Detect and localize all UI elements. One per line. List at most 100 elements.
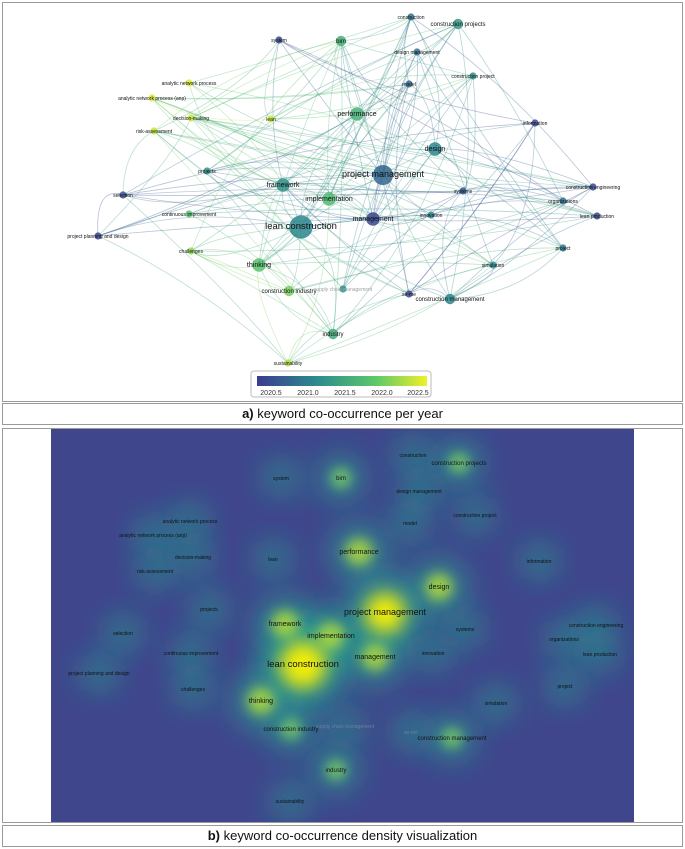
network-edge [190,250,290,292]
keyword-node[interactable] [452,18,464,30]
caption-b: b) keyword co-occurrence density visuali… [2,825,683,847]
keyword-node[interactable] [459,187,467,195]
keyword-node[interactable] [187,247,195,255]
network-edge [190,16,412,119]
density-label: project planning and design [68,671,129,677]
density-labels: construction construction projects system b… [68,453,623,805]
keyword-node[interactable] [350,107,364,121]
density-glow [104,614,142,652]
network-edge [190,249,290,292]
keyword-node[interactable] [327,328,339,340]
density-label: risk-assessment [137,569,174,575]
keyword-node[interactable] [267,115,275,123]
keyword-node[interactable] [373,165,393,185]
keyword-node[interactable] [427,211,435,219]
keyword-node[interactable] [559,244,567,252]
density-glow [477,684,515,722]
keyword-node[interactable] [252,258,266,272]
network-edge [300,186,594,228]
keyword-node[interactable] [150,127,158,135]
density-glow [392,713,430,751]
legend-tick: 2020.5 [260,390,282,397]
keyword-node[interactable] [405,290,413,298]
density-glow [400,472,438,510]
network-edge [151,83,410,100]
network-edge [97,193,124,237]
network-edge [270,75,474,120]
density-label: bim [336,476,346,482]
density-label: framework [269,621,302,628]
keyword-node[interactable] [119,191,127,199]
network-edge [206,170,374,220]
keyword-node[interactable] [275,36,283,44]
keyword-node[interactable] [339,285,347,293]
keyword-node[interactable] [148,94,156,102]
network-edge [206,167,384,176]
keyword-node[interactable] [289,215,313,239]
keyword-node[interactable] [185,79,193,87]
keyword-label: industry [322,332,343,338]
density-label: systems [456,627,475,633]
keyword-node[interactable] [276,178,290,192]
keyword-node[interactable] [444,293,456,305]
network-edge [278,39,564,202]
network-edge [288,247,564,292]
density-label: thinking [249,698,273,705]
network-edge [151,97,344,290]
keyword-label: lean [266,117,276,123]
keyword-node[interactable] [335,35,347,47]
keyword-node[interactable] [559,197,567,205]
keyword-node[interactable] [531,119,539,127]
density-label: simulation [485,701,508,707]
network-edge [258,40,342,266]
network-edge [430,214,564,249]
density-hot-layer [247,452,470,781]
density-glow [577,606,615,644]
network-edge [434,148,564,249]
density-label: construction project [453,513,497,519]
keyword-label: system [271,38,287,44]
keyword-node[interactable] [366,212,380,226]
network-labels: construction construction projects system b… [67,15,620,367]
network-edge [258,264,334,335]
density-hotspot [425,573,453,601]
keyword-network-map: construction construction projects system b… [67,13,620,398]
keyword-node[interactable] [187,114,195,122]
network-edge [457,23,564,202]
keyword-node[interactable] [283,285,295,297]
keyword-node[interactable] [469,72,477,80]
density-label: performance [339,549,378,556]
keyword-density-map: construction construction projects system b… [51,429,634,822]
density-label: lean [268,557,278,563]
keyword-node[interactable] [203,167,211,175]
network-edge [97,117,192,237]
keyword-node[interactable] [284,359,292,367]
keyword-node[interactable] [413,48,421,56]
keyword-node[interactable] [593,212,601,220]
keyword-node[interactable] [428,142,442,156]
density-label: construction engineering [569,623,624,629]
network-edge [270,74,474,120]
density-glow [174,670,212,708]
network-edge [328,198,432,220]
keyword-node[interactable] [94,232,102,240]
network-edge [356,113,436,151]
keyword-node[interactable] [489,261,497,269]
keyword-label: construction project [451,74,495,80]
network-edge [190,23,459,119]
density-label: construction management [417,736,486,742]
network-edge [258,200,564,266]
network-edge [190,226,302,252]
keyword-node[interactable] [322,192,336,206]
network-edge [342,148,436,290]
keyword-node[interactable] [589,183,597,191]
network-edge [97,216,302,237]
density-label: construction [400,453,427,459]
keyword-node[interactable] [407,13,415,21]
network-edge [258,83,410,266]
network-edge [300,113,358,228]
network-edge [462,183,564,202]
network-edge [151,97,284,186]
keyword-node[interactable] [185,210,193,218]
keyword-node[interactable] [405,80,413,88]
